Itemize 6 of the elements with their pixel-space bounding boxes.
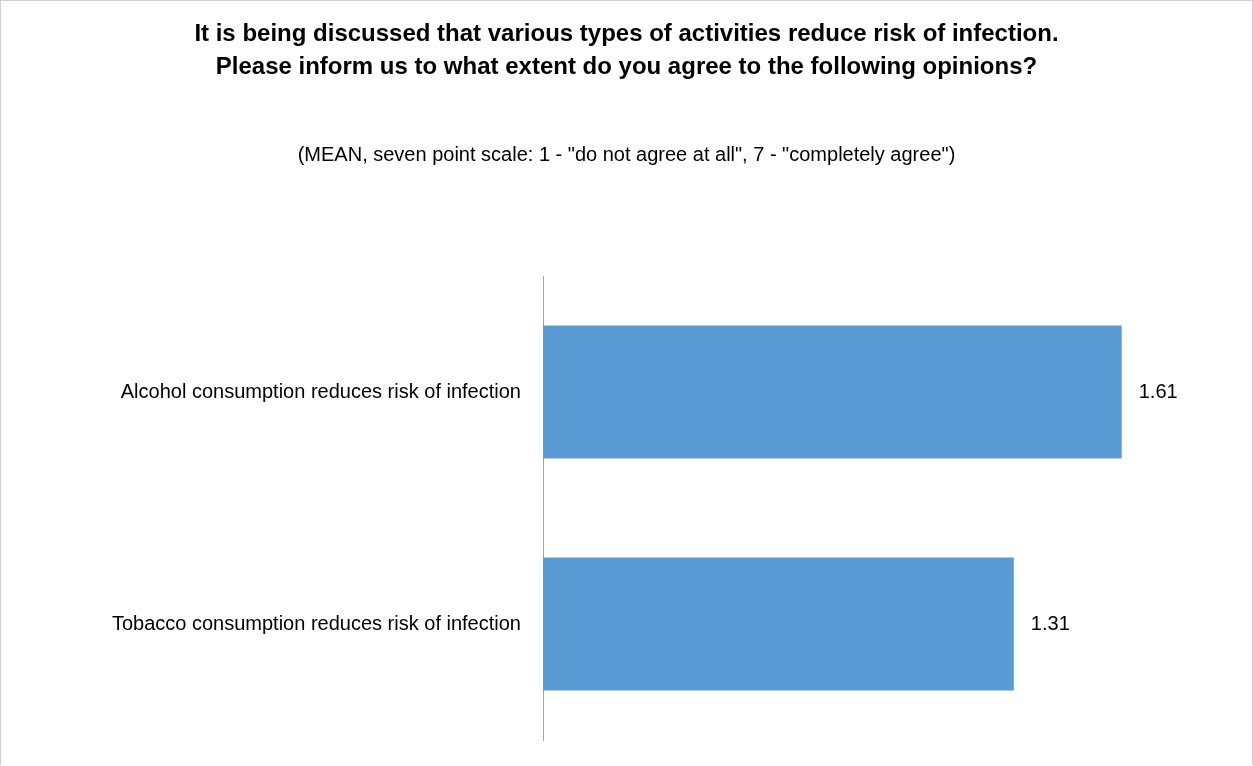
data-label: 1.31 <box>1030 611 1070 634</box>
chart-title: It is being discussed that various types of activities reduce risk of infection. Please inform us to what extent do you agree to the following opinions? <box>193 18 1060 81</box>
chart-subtitle: (MEAN, seven point scale: 1 - "do not agree at all", 7 - "completely agree") <box>296 143 957 166</box>
y-tick-label: Tobacco consumption reduces risk of infection <box>111 611 521 634</box>
data-label: 1.61 <box>1138 379 1178 402</box>
y-tick-label: Alcohol consumption reduces risk of infection <box>120 379 521 402</box>
